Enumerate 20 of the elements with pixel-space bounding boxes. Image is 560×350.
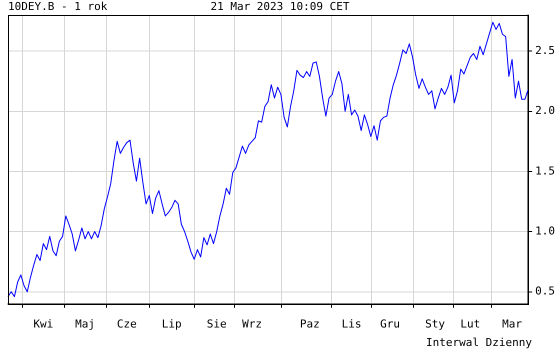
x-tick-label: Sty bbox=[425, 317, 446, 330]
chart-title: 10DEY.B - 1 rok bbox=[8, 0, 108, 14]
x-tick-label: Paz bbox=[300, 317, 320, 330]
x-tick-label: Lis bbox=[342, 317, 362, 330]
y-tick-label: 1.0 bbox=[535, 224, 556, 238]
y-tick-label: 0.5 bbox=[535, 284, 556, 298]
x-tick-label: Cze bbox=[116, 317, 137, 330]
chart-subtitle: 21 Mar 2023 10:09 CET bbox=[210, 0, 350, 13]
x-tick-label: Wrz bbox=[242, 317, 262, 330]
x-tick-label: Maj bbox=[75, 317, 95, 330]
x-tick-label: Gru bbox=[380, 317, 400, 330]
text: Interwal Dzienny bbox=[426, 336, 532, 350]
x-tick-label: Sie bbox=[206, 317, 227, 330]
x-tick-label: Kwi bbox=[33, 317, 54, 330]
x-tick-label: Mar bbox=[502, 317, 522, 330]
x-tick-label: Lut bbox=[460, 317, 480, 330]
y-tick-label: 2.5 bbox=[535, 44, 556, 57]
y-tick-label: 1.5 bbox=[535, 164, 556, 178]
y-tick-label: 2.0 bbox=[535, 104, 556, 118]
x-tick-label: Lip bbox=[162, 317, 182, 330]
